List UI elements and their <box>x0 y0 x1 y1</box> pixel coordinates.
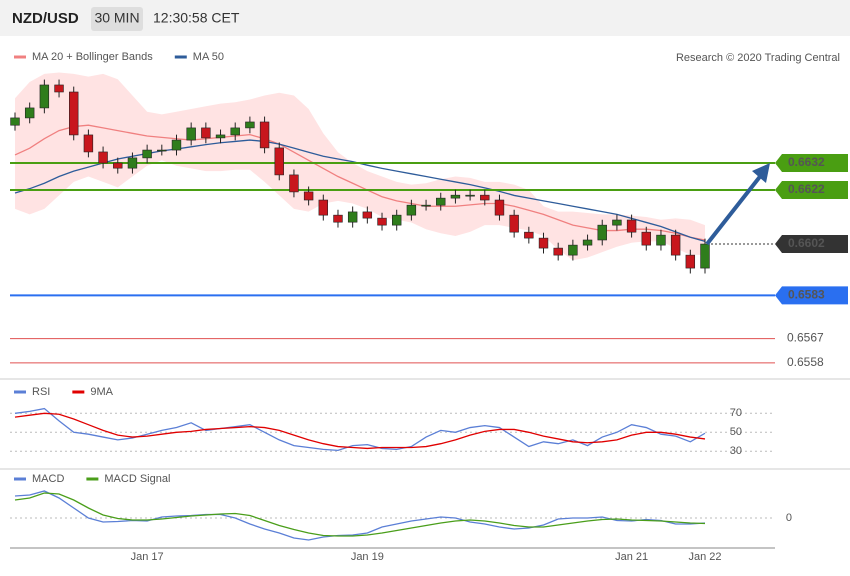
level-label: 0.6602 <box>788 236 825 250</box>
candle-body <box>700 243 710 269</box>
candle-body <box>318 199 329 216</box>
candle-body <box>24 107 35 119</box>
series-line <box>14 124 706 241</box>
series-line <box>14 407 706 452</box>
candle-body <box>113 162 123 169</box>
candle-body <box>685 254 696 269</box>
candle-body <box>656 234 666 246</box>
candle-body <box>480 194 490 201</box>
level-label-box <box>775 181 848 200</box>
x-tick-label: Jan 17 <box>131 551 164 563</box>
candle-body <box>230 127 240 136</box>
y-tick-label: 30 <box>730 445 742 457</box>
timeframe-box <box>91 7 143 31</box>
candle-body <box>142 149 152 159</box>
legend-label: 9MA <box>90 386 113 398</box>
x-tick-label: Jan 19 <box>351 551 384 563</box>
level-label: 0.6622 <box>788 182 825 196</box>
series-line <box>14 412 706 450</box>
candle-body <box>641 231 651 246</box>
candle-body <box>333 214 343 223</box>
candle-body <box>303 191 314 201</box>
legend-label: MACD <box>32 473 64 485</box>
candle-body <box>215 134 226 139</box>
candle-body <box>509 214 519 233</box>
candle-body <box>347 211 358 223</box>
symbol: NZD/USD <box>12 10 79 27</box>
candle-body <box>245 121 255 129</box>
time: 12:30:58 CET <box>153 10 240 26</box>
candle-body <box>406 204 417 216</box>
credit: Research © 2020 Trading Central <box>676 52 840 64</box>
candle-body <box>259 121 270 149</box>
candle-body <box>538 237 549 249</box>
level-label: 0.6567 <box>787 331 824 345</box>
candle-body <box>274 147 284 176</box>
candle-body <box>69 91 79 136</box>
candle-body <box>524 231 534 239</box>
level-label: 0.6632 <box>788 155 825 169</box>
candle-body <box>186 127 196 141</box>
timeframe: 30 MIN <box>94 10 139 26</box>
candle-body <box>362 211 373 219</box>
candle-body <box>436 197 446 206</box>
y-tick-label: 50 <box>730 426 742 438</box>
candle-body <box>553 247 563 256</box>
legend-label: MA 20 + Bollinger Bands <box>32 51 153 63</box>
candle-body <box>39 84 50 109</box>
candle-body <box>98 151 108 164</box>
level-label-box <box>775 286 848 305</box>
candle-body <box>171 139 182 151</box>
candle-body <box>568 244 578 256</box>
candle-body <box>83 134 94 153</box>
candle-body <box>391 214 402 226</box>
level-label-box <box>775 235 848 254</box>
legend-label: MACD Signal <box>104 473 170 485</box>
series-line <box>14 490 706 541</box>
y-tick-label: 0 <box>786 512 792 524</box>
forecast-arrow <box>705 172 764 246</box>
candle-body <box>582 239 593 246</box>
x-tick-label: Jan 22 <box>688 551 721 563</box>
y-tick-label: 70 <box>730 407 742 419</box>
candle-body <box>127 157 138 169</box>
legend-label: RSI <box>32 386 50 398</box>
candle-body <box>54 84 64 93</box>
candle-body <box>157 149 167 152</box>
level-label: 0.6558 <box>787 355 824 369</box>
candle-body <box>626 219 637 233</box>
candle-body <box>289 174 299 193</box>
candle-body <box>612 219 622 226</box>
candle-body <box>10 117 20 126</box>
level-label-box <box>775 154 848 173</box>
candle-body <box>201 127 211 139</box>
level-label: 0.6583 <box>788 288 825 302</box>
forecast-arrow-head <box>752 163 770 184</box>
series-line <box>14 492 706 537</box>
candle-body <box>377 217 387 226</box>
candle-body <box>421 204 431 207</box>
candle-body <box>670 234 681 256</box>
candle-body <box>597 224 607 241</box>
candle-body <box>450 194 461 199</box>
legend-label: MA 50 <box>193 51 224 63</box>
candle-body <box>465 194 475 197</box>
bollinger-band <box>15 72 705 261</box>
x-tick-label: Jan 21 <box>615 551 648 563</box>
candle-body <box>494 199 505 216</box>
